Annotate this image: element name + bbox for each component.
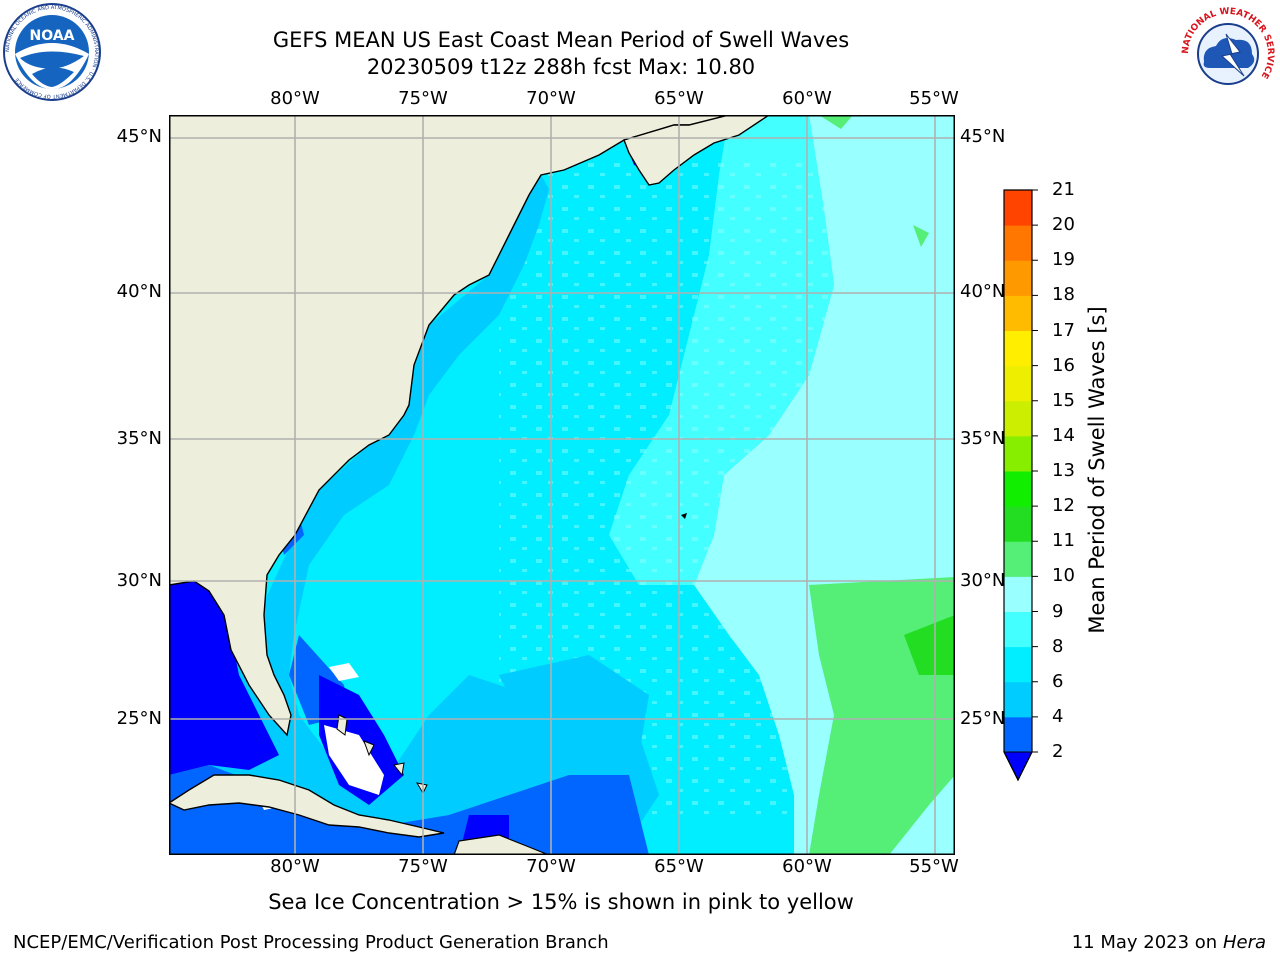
lat-label-left: 35°N — [116, 428, 162, 449]
graticule — [169, 115, 955, 855]
lat-label-left: 30°N — [116, 570, 162, 591]
colorbar-segment — [1004, 611, 1032, 648]
lat-label-left: 40°N — [116, 281, 162, 302]
colorbar-segment — [1004, 330, 1032, 367]
footer-credit: NCEP/EMC/Verification Post Processing Pr… — [13, 932, 609, 953]
lat-label-left: 45°N — [116, 126, 162, 147]
colorbar-tick-label: 12 — [1052, 495, 1075, 517]
colorbar — [1003, 189, 1038, 782]
lon-label-top: 80°W — [270, 88, 320, 109]
colorbar-segment — [1004, 295, 1032, 331]
lon-label-bottom: 70°W — [526, 856, 576, 877]
bermuda — [681, 513, 687, 519]
lon-label-bottom: 80°W — [270, 856, 320, 877]
colorbar-tick-label: 16 — [1052, 354, 1075, 376]
footer-date: 11 May 2023 on Hera — [1072, 932, 1266, 953]
colorbar-segment — [1004, 681, 1032, 718]
colorbar-tick-label: 15 — [1052, 389, 1075, 411]
land-cuba — [169, 774, 445, 838]
colorbar-under-arrow — [1003, 751, 1033, 782]
colorbar-tick-label: 9 — [1052, 600, 1064, 622]
colorbar-segment — [1004, 646, 1032, 683]
lon-label-bottom: 75°W — [398, 856, 448, 877]
colorbar-tick-label: 8 — [1052, 635, 1064, 657]
colorbar-segment — [1004, 506, 1032, 542]
colorbar-segment — [1004, 400, 1032, 437]
colorbar-segment — [1004, 435, 1032, 472]
lon-label-bottom: 55°W — [909, 856, 959, 877]
nws-logo: NATIONAL WEATHER SERVICE — [1178, 4, 1278, 104]
colorbar-tick-label: 17 — [1052, 319, 1075, 341]
chart-title: GEFS MEAN US East Coast Mean Period of S… — [272, 28, 850, 52]
lat-label-right: 30°N — [960, 570, 1006, 591]
lon-label-bottom: 65°W — [654, 856, 704, 877]
land-north-america — [169, 115, 809, 737]
colorbar-segment — [1004, 260, 1032, 296]
chart-subtitle: 20230509 t12z 288h fcst Max: 10.80 — [366, 55, 756, 79]
lon-label-top: 75°W — [398, 88, 448, 109]
colorbar-tick-label: 19 — [1052, 249, 1075, 271]
lat-label-right: 25°N — [960, 708, 1006, 729]
colorbar-tick-label: 6 — [1052, 670, 1064, 692]
lon-label-top: 60°W — [782, 88, 832, 109]
colorbar-tick-label: 21 — [1052, 179, 1075, 200]
footer-host: Hera — [1222, 932, 1266, 953]
colorbar-segment — [1004, 471, 1032, 507]
colorbar-segment — [1004, 365, 1032, 402]
colorbar-tick-label: 14 — [1052, 424, 1075, 446]
colorbar-title: Mean Period of Swell Waves [s] — [1085, 306, 1109, 634]
colorbar-tick-label: 13 — [1052, 460, 1075, 481]
colorbar-segment — [1004, 541, 1032, 577]
lon-label-top: 55°W — [909, 88, 959, 109]
footer-date-text: 11 May 2023 on — [1071, 932, 1218, 953]
noaa-logo: NOAA NATIONAL OCEANIC AND ATMOSPHERIC AD… — [2, 2, 102, 102]
lat-label-right: 35°N — [960, 428, 1006, 449]
noaa-logo-label: NOAA — [30, 28, 75, 44]
colorbar-tick-label: 20 — [1052, 214, 1075, 236]
colorbar-tick-label: 18 — [1052, 284, 1075, 306]
colorbar-tick-label: 4 — [1052, 705, 1064, 727]
lat-label-right: 45°N — [960, 126, 1006, 147]
swell-2-4s-region — [169, 765, 649, 855]
colorbar-tick-label: 2 — [1052, 741, 1064, 762]
swell-under-2s-region — [169, 581, 279, 775]
swell-4-6s-region — [169, 175, 659, 855]
colorbar-segment — [1004, 190, 1032, 226]
lon-label-bottom: 60°W — [782, 856, 832, 877]
lon-label-top: 65°W — [654, 88, 704, 109]
colorbar-segment — [1004, 716, 1032, 753]
sea-ice-note: Sea Ice Concentration > 15% is shown in … — [268, 890, 854, 914]
colorbar-tick-label: 11 — [1052, 530, 1075, 552]
lon-label-top: 70°W — [526, 88, 576, 109]
colorbar-segment — [1004, 576, 1032, 612]
lat-label-left: 25°N — [116, 708, 162, 729]
lat-label-right: 40°N — [960, 281, 1006, 302]
swell-period-map — [169, 115, 955, 855]
colorbar-segment — [1004, 225, 1032, 261]
colorbar-tick-label: 10 — [1052, 565, 1075, 587]
